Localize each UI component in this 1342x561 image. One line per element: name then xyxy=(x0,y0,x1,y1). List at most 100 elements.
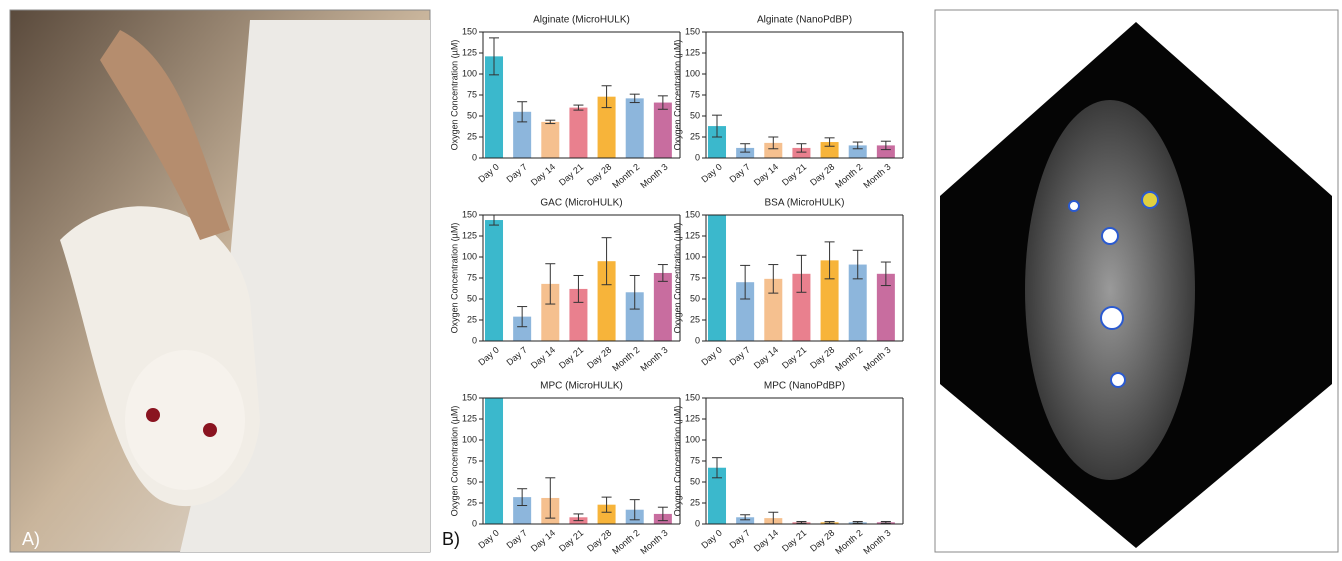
y-tick-label: 150 xyxy=(462,26,477,36)
x-tick-label: Day 21 xyxy=(780,528,808,554)
y-tick-label: 25 xyxy=(690,497,700,507)
x-tick-label: Day 28 xyxy=(808,345,836,371)
y-tick-label: 75 xyxy=(690,272,700,282)
y-axis-label: Oxygen Concentration (µM) xyxy=(672,223,682,334)
bar xyxy=(485,220,503,341)
y-axis-label: Oxygen Concentration (µM) xyxy=(449,40,459,151)
x-tick-label: Day 14 xyxy=(752,162,780,188)
error-bar xyxy=(825,521,835,523)
x-tick-label: Day 28 xyxy=(808,162,836,188)
y-tick-label: 0 xyxy=(472,152,477,162)
sensor-spot xyxy=(1111,373,1125,387)
y-axis-label: Oxygen Concentration (µM) xyxy=(672,40,682,151)
x-tick-label: Day 7 xyxy=(505,162,529,185)
rat-eye xyxy=(203,423,217,437)
y-tick-label: 150 xyxy=(685,209,700,219)
x-tick-label: Month 2 xyxy=(833,528,864,556)
bar xyxy=(626,98,644,158)
y-tick-label: 100 xyxy=(462,434,477,444)
y-tick-label: 50 xyxy=(690,476,700,486)
bar xyxy=(708,215,726,341)
sensor-spot xyxy=(1142,192,1158,208)
rat-eye xyxy=(146,408,160,422)
x-tick-label: Day 21 xyxy=(780,162,808,188)
y-tick-label: 50 xyxy=(467,476,477,486)
y-tick-label: 100 xyxy=(462,251,477,261)
y-tick-label: 25 xyxy=(467,497,477,507)
y-tick-label: 125 xyxy=(462,413,477,423)
x-tick-label: Day 0 xyxy=(699,162,723,185)
y-axis-label: Oxygen Concentration (µM) xyxy=(449,223,459,334)
x-tick-label: Day 28 xyxy=(808,528,836,554)
x-tick-label: Day 14 xyxy=(752,345,780,371)
x-tick-label: Day 21 xyxy=(780,345,808,371)
x-tick-label: Day 7 xyxy=(728,528,752,551)
panel-c: C) xyxy=(935,10,1338,552)
y-tick-label: 150 xyxy=(462,392,477,402)
sensor-spot xyxy=(1102,228,1118,244)
sensor-spot xyxy=(1069,201,1079,211)
x-tick-label: Day 7 xyxy=(728,162,752,185)
y-tick-label: 100 xyxy=(685,251,700,261)
chart-title: Alginate (NanoPdBP) xyxy=(757,15,852,26)
panel-label: C) xyxy=(946,529,965,549)
chart-title: GAC (MicroHULK) xyxy=(540,198,622,209)
x-tick-label: Month 3 xyxy=(638,162,669,191)
bar xyxy=(569,108,587,158)
x-tick-label: Day 7 xyxy=(505,528,529,551)
sensor-spot xyxy=(1101,307,1123,329)
panel-b: B) Alginate (MicroHULK)Oxygen Concentrat… xyxy=(442,15,903,556)
y-tick-label: 0 xyxy=(695,518,700,528)
x-tick-label: Day 14 xyxy=(529,528,557,554)
y-tick-label: 50 xyxy=(690,110,700,120)
chart-title: MPC (NanoPdBP) xyxy=(764,381,845,392)
bar xyxy=(654,103,672,158)
x-tick-label: Day 0 xyxy=(476,528,500,551)
y-tick-label: 125 xyxy=(462,230,477,240)
x-tick-label: Day 0 xyxy=(699,345,723,368)
panel-label: A) xyxy=(22,529,40,549)
y-tick-label: 25 xyxy=(467,131,477,141)
y-axis-label: Oxygen Concentration (µM) xyxy=(449,406,459,517)
y-axis-label: Oxygen Concentration (µM) xyxy=(672,406,682,517)
x-tick-label: Month 2 xyxy=(610,528,641,556)
y-tick-label: 75 xyxy=(467,272,477,282)
y-tick-label: 75 xyxy=(690,455,700,465)
y-tick-label: 75 xyxy=(467,455,477,465)
error-bar xyxy=(881,521,891,523)
y-tick-label: 150 xyxy=(462,209,477,219)
chart-title: Alginate (MicroHULK) xyxy=(533,15,630,26)
y-tick-label: 150 xyxy=(685,26,700,36)
x-tick-label: Month 2 xyxy=(610,345,641,374)
chart-title: MPC (MicroHULK) xyxy=(540,381,623,392)
y-tick-label: 125 xyxy=(685,47,700,57)
y-tick-label: 0 xyxy=(472,518,477,528)
x-tick-label: Day 21 xyxy=(557,162,585,188)
x-tick-label: Month 3 xyxy=(638,528,669,556)
x-tick-label: Month 2 xyxy=(610,162,641,191)
x-tick-label: Day 0 xyxy=(476,345,500,368)
x-tick-label: Day 0 xyxy=(699,528,723,551)
bar xyxy=(485,398,503,524)
y-tick-label: 25 xyxy=(690,314,700,324)
y-tick-label: 150 xyxy=(685,392,700,402)
error-bar xyxy=(853,521,863,523)
error-bar xyxy=(796,521,806,523)
y-tick-label: 100 xyxy=(685,434,700,444)
x-tick-label: Day 0 xyxy=(476,162,500,185)
y-tick-label: 75 xyxy=(690,89,700,99)
rat-body xyxy=(1025,100,1195,480)
y-tick-label: 100 xyxy=(685,68,700,78)
y-tick-label: 50 xyxy=(690,293,700,303)
x-tick-label: Day 28 xyxy=(585,345,613,371)
x-tick-label: Month 2 xyxy=(833,162,864,191)
x-tick-label: Day 14 xyxy=(529,162,557,188)
y-tick-label: 25 xyxy=(467,314,477,324)
figure: A) B) Alginate (MicroHULK)Oxygen Concent… xyxy=(0,0,1342,556)
panel-a: A) xyxy=(10,10,430,552)
y-tick-label: 125 xyxy=(462,47,477,57)
x-tick-label: Day 21 xyxy=(557,345,585,371)
y-tick-label: 0 xyxy=(472,335,477,345)
y-tick-label: 50 xyxy=(467,110,477,120)
y-tick-label: 75 xyxy=(467,89,477,99)
